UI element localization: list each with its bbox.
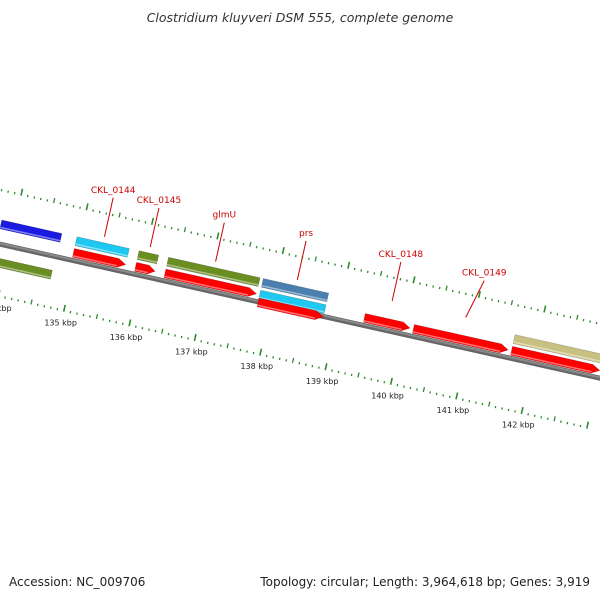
kbp-label: 142 kbp (502, 421, 535, 430)
outer-ring-tick (314, 256, 317, 262)
kbp-label: 139 kbp (306, 377, 339, 386)
gene-label: CKL_0148 (379, 250, 424, 260)
outer-ring-tick (347, 261, 351, 269)
gene-highlight (137, 257, 158, 264)
gene-highlight (510, 352, 592, 373)
accession-text: Accession: NC_009706 (9, 575, 146, 589)
gene-highlight (164, 275, 249, 296)
inner-ring-tick (30, 299, 33, 305)
gene-label: CKL_0144 (91, 186, 136, 196)
gene-label: CKL_0145 (137, 196, 182, 206)
inner-tick-ring (0, 290, 590, 429)
gene-highlight (166, 263, 259, 286)
inner-ring-tick (62, 304, 66, 312)
gene-highlight (134, 269, 148, 274)
gene-highlight (75, 243, 128, 257)
gene-feature (256, 297, 324, 320)
outer-ring-tick (281, 247, 285, 255)
gene-highlight (261, 285, 328, 302)
kbp-label: 141 kbp (437, 406, 470, 415)
inner-ring-tick (422, 387, 426, 393)
outer-tick-ring (0, 188, 598, 325)
inner-ring-tick (488, 401, 491, 407)
gene-feature (134, 262, 156, 275)
inner-ring-tick (259, 348, 263, 356)
inner-ring-tick (389, 377, 393, 385)
inner-ring-tick (324, 363, 328, 371)
gene-feature (0, 219, 63, 243)
gene-feature (72, 248, 127, 268)
outer-ring-tick (85, 203, 89, 211)
gene-feature (363, 313, 411, 332)
outer-ring-tick (53, 197, 56, 204)
gene-features (0, 219, 600, 374)
gene-highlight (0, 265, 51, 279)
inner-ring-tick (455, 392, 459, 400)
inner-ring-tick (586, 421, 590, 429)
inner-ring-tick (161, 328, 164, 334)
outer-ring-tick (477, 290, 481, 299)
outer-ring-tick (20, 188, 24, 196)
gene-label-line (465, 280, 485, 318)
gene-feature (261, 278, 330, 303)
outer-ring-tick (543, 305, 547, 313)
kbp-label: 138 kbp (240, 362, 273, 371)
gene-feature (0, 258, 53, 280)
gene-feature (74, 236, 130, 258)
outer-ring-tick (412, 276, 416, 284)
gene-highlight (363, 320, 402, 331)
outer-ring-tick (379, 270, 383, 277)
gene-label-line (391, 261, 402, 302)
gene-feature (512, 334, 600, 364)
gene-highlight (513, 341, 600, 363)
inner-ring-tick (291, 357, 295, 363)
gene-feature (166, 256, 261, 287)
inner-ring-tick (128, 319, 132, 327)
kbp-label: 136 kbp (110, 333, 143, 342)
inner-ring-tick (357, 372, 360, 378)
kbp-label: 134 kbp (0, 304, 12, 313)
gene-feature (412, 324, 509, 354)
inner-ring-tick (553, 416, 556, 422)
outer-ring-tick (576, 314, 579, 320)
gene-highlight (412, 331, 500, 352)
outer-ring-tick (510, 300, 514, 306)
gene-label-line (296, 240, 307, 281)
gene-highlight (72, 255, 118, 267)
gene-highlight (258, 296, 325, 313)
outer-ring-tick (216, 232, 220, 240)
gene-label-line (215, 222, 225, 262)
gene-label-line (103, 197, 114, 237)
inner-ring-tick (193, 333, 197, 342)
gene-highlight (257, 304, 316, 319)
gene-feature (136, 250, 160, 265)
map-title: Clostridium kluyveri DSM 555, complete g… (146, 10, 454, 25)
inner-ring-tick (520, 406, 524, 415)
outer-ring-tick (445, 285, 448, 291)
outer-ring-tick (150, 217, 155, 226)
gene-feature (163, 268, 258, 297)
gene-feature (258, 289, 327, 314)
gene-label: glmU (213, 211, 237, 221)
kbp-label: 135 kbp (44, 318, 77, 327)
gene-label: CKL_0149 (462, 269, 507, 279)
kbp-label: 137 kbp (175, 348, 208, 357)
gene-feature (510, 346, 600, 374)
kbp-label: 140 kbp (371, 391, 404, 400)
outer-ring-tick (183, 227, 187, 233)
kbp-scale-labels: 134 kbp 135 kbp 136 kbp 137 kbp 138 kbp 139 k… (0, 304, 535, 430)
genome-summary-text: Topology: circular; Length: 3,964,618 bp… (260, 575, 590, 589)
gene-highlight (0, 226, 61, 242)
gene-label-line (149, 207, 160, 248)
gene-label: prs (299, 229, 313, 239)
inner-ring-tick (95, 314, 99, 320)
outer-ring-tick (118, 212, 121, 218)
outer-ring-tick (249, 241, 252, 247)
inner-ring-tick (226, 343, 229, 349)
